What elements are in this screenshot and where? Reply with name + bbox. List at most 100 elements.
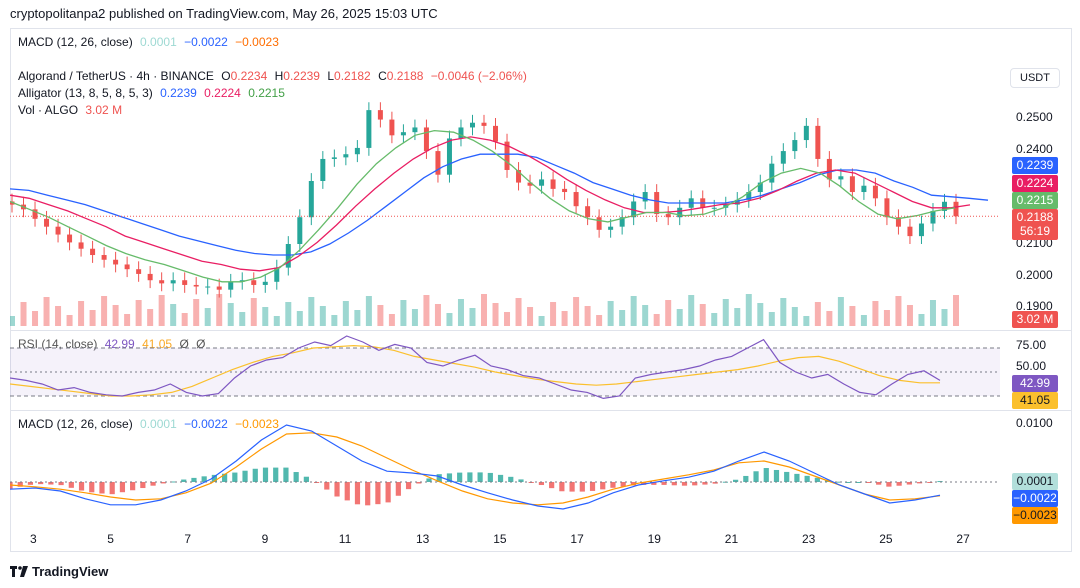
candle-body — [354, 147, 360, 155]
candle-body — [746, 192, 752, 200]
candle — [343, 146, 349, 166]
candle — [665, 206, 671, 226]
price-axis-tick: 0.2500 — [1016, 110, 1053, 124]
close-value: 0.2188 — [386, 69, 424, 83]
alligator-legend[interactable]: Alligator (13, 8, 5, 8, 5, 3) 0.2239 0.2… — [18, 86, 289, 100]
macd-signal-legend-value: −0.0023 — [235, 417, 279, 431]
candle — [389, 111, 395, 144]
symbol-legend[interactable]: Algorand / TetherUS · 4h · BINANCE O0.22… — [18, 69, 531, 83]
candle-body — [585, 206, 591, 218]
candle-body — [216, 286, 222, 290]
macd-histogram-bar — [58, 482, 64, 486]
candle-body — [297, 217, 303, 244]
macd-chart[interactable] — [10, 412, 1000, 524]
candle — [654, 184, 660, 222]
candle-body — [423, 127, 429, 152]
candle-body — [124, 264, 130, 270]
rsi-legend[interactable]: RSI (14, close) 42.99 41.05 Ø Ø — [18, 337, 209, 351]
candle-body — [895, 217, 901, 227]
macd-histogram-bar — [620, 482, 626, 487]
volume-bar — [365, 296, 372, 326]
price-chart[interactable] — [10, 90, 1000, 330]
volume-bar — [354, 310, 361, 326]
candle — [400, 124, 406, 144]
candle-body — [182, 280, 188, 285]
macd-histogram-bar — [170, 481, 177, 483]
currency-button[interactable]: USDT — [1010, 68, 1060, 88]
candle — [159, 272, 165, 292]
candle — [458, 119, 464, 147]
candle-body — [838, 176, 844, 180]
macd-histogram-bar — [579, 482, 585, 492]
candle — [124, 256, 130, 278]
volume-bar — [849, 306, 856, 326]
macd-histogram-bar — [467, 472, 473, 482]
rsi-line — [10, 335, 941, 400]
macd-histogram-bar — [692, 482, 698, 486]
macd-legend[interactable]: MACD (12, 26, close) 0.0001 −0.0022 −0.0… — [18, 417, 283, 431]
date-axis-tick: 7 — [184, 532, 192, 546]
candle-body — [481, 122, 487, 126]
macd-histogram-bar — [436, 474, 442, 482]
volume-bar — [711, 313, 718, 326]
macd-histogram-bar — [661, 482, 667, 485]
macd-line — [10, 424, 941, 510]
volume-bar — [411, 309, 418, 326]
candle-body — [654, 192, 660, 215]
volume-bar — [953, 295, 959, 326]
alligator-jaw-value: 0.2239 — [160, 86, 197, 100]
macd-histogram-bar — [416, 482, 422, 484]
candle-body — [67, 234, 73, 243]
symbol-title: Algorand / TetherUS · 4h · BINANCE — [18, 69, 214, 83]
candle — [55, 218, 61, 243]
candle — [274, 259, 280, 290]
volume-bar — [296, 311, 303, 326]
candle — [953, 193, 959, 225]
pane-separator-1[interactable] — [10, 330, 1072, 331]
candle — [861, 177, 867, 200]
date-axis-tick: 19 — [647, 532, 661, 546]
volume-bar — [803, 316, 810, 326]
candle — [435, 143, 441, 183]
volume-bar — [481, 294, 487, 326]
candle-body — [147, 273, 153, 281]
tradingview-brand: TradingView — [32, 564, 109, 579]
pane-separator-2[interactable] — [10, 410, 1072, 411]
macd-histogram-bar — [365, 482, 371, 506]
volume-bar — [538, 316, 545, 326]
macd-histogram-bar — [569, 482, 575, 492]
macd-histogram-bar — [651, 482, 657, 485]
volume-bar — [10, 316, 15, 326]
macd-histogram-bar — [865, 482, 872, 483]
top-macd-legend[interactable]: MACD (12, 26, close) 0.0001 −0.0022 −0.0… — [18, 35, 283, 49]
publish-header: cryptopolitanpa2 published on TradingVie… — [10, 6, 438, 21]
macd-histogram-bar — [191, 477, 197, 482]
volume-bar — [860, 315, 867, 326]
volume-legend[interactable]: Vol · ALGO 3.02 M — [18, 103, 126, 117]
volume-bar — [515, 298, 522, 326]
volume-bar — [181, 313, 188, 326]
macd-histogram-bar — [426, 478, 432, 482]
macd-histogram-bar — [794, 473, 800, 482]
candle-body — [170, 280, 176, 284]
macd-histogram-bar — [68, 482, 74, 488]
macd-histogram-bar — [262, 467, 269, 482]
close-price-label: 0.2188 — [1012, 209, 1058, 226]
macd-histogram-bar — [252, 468, 258, 482]
rsi-axis-75: 75.00 — [1016, 338, 1047, 352]
rsi-chart[interactable] — [10, 332, 1000, 410]
volume-bar — [722, 299, 729, 326]
open-value: 0.2234 — [230, 69, 268, 83]
macd-histogram-bar — [477, 472, 483, 482]
macd-histogram-bar — [150, 482, 156, 486]
candle-body — [504, 141, 510, 170]
candle-body — [734, 199, 740, 205]
macd-hist-legend-value: 0.0001 — [140, 417, 177, 431]
volume-bar — [204, 308, 211, 326]
macd-histogram-bar — [334, 482, 340, 497]
tradingview-footer[interactable]: TradingView — [10, 564, 108, 579]
macd-histogram-bar — [17, 482, 23, 487]
high-value: 0.2239 — [283, 69, 320, 83]
macd-histogram-bar — [896, 482, 902, 486]
candle-body — [193, 284, 199, 287]
